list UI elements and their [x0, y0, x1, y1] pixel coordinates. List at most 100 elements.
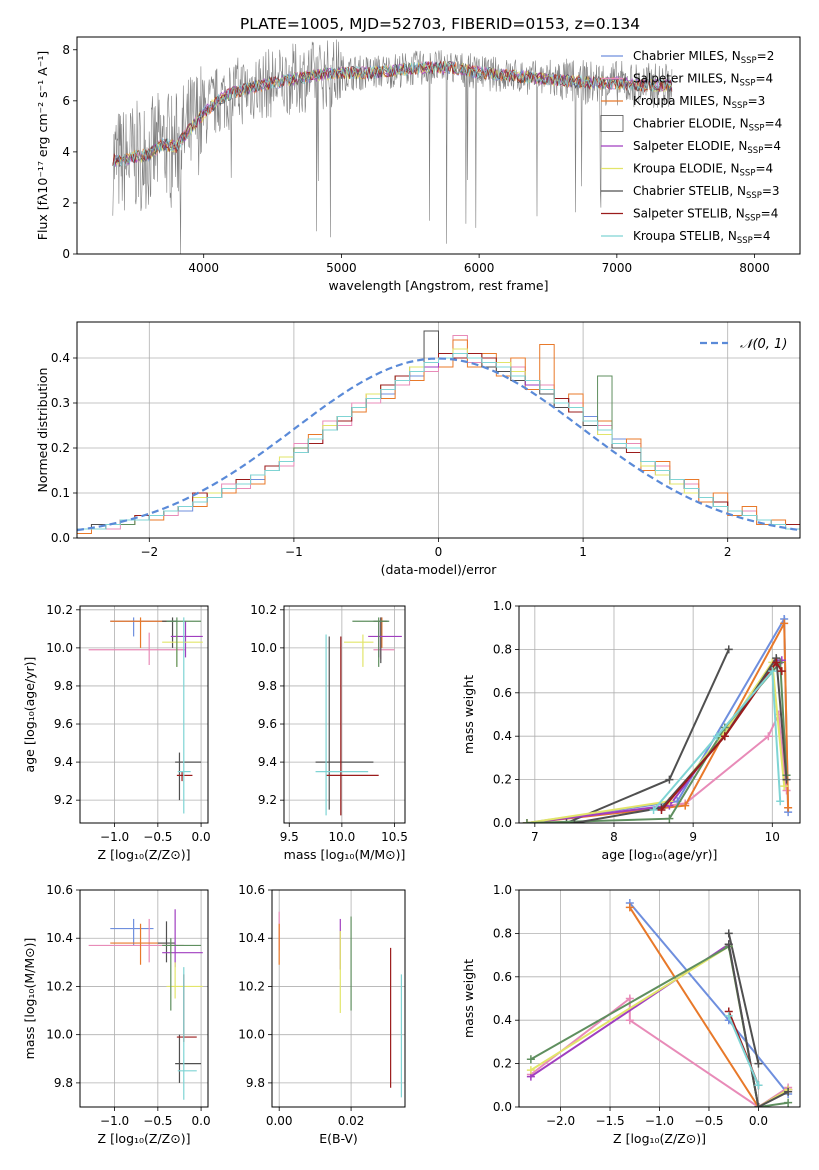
legend-label-suffix: =2: [757, 49, 775, 63]
weight-point: [784, 1098, 793, 1107]
y-tick-label: 9.8: [246, 1076, 265, 1090]
plot-area-mass-weight-vs-age: [519, 606, 800, 823]
chart-age-vs-mass: 9.5 10.0 10.5 9.2 9.4 9.6 9.8 10.0 10.2 mass [log…: [250, 603, 408, 862]
weight-line-8: [660, 660, 783, 811]
legend-label: Salpeter ELODIE, NSSP=4: [633, 139, 781, 156]
y-tick-label: 9.4: [54, 755, 73, 769]
legend-label-subscript: SSP: [740, 79, 756, 89]
y-axis-label: Flux [fλ10⁻¹⁷ erg cm⁻² s⁻¹ A⁻¹]: [35, 51, 50, 240]
x-axis-label: mass [log₁₀(M/M⊙)]: [284, 847, 406, 862]
y-tick-label: 0.0: [493, 1100, 512, 1114]
legend-label-suffix: =4: [765, 117, 783, 131]
x-axis-label: Z [log₁₀(Z/Z⊙)]: [613, 1131, 706, 1146]
y-tick-label: 10.0: [250, 641, 277, 655]
legend-label: Salpeter MILES, NSSP=4: [633, 72, 773, 89]
x-tick-label: 1: [579, 545, 587, 559]
x-tick-label: −1.0: [100, 830, 129, 844]
chart-mass-vs-EBV: 0.00 0.02 9.8 10.0 10.2 10.4 10.6 E(B-V): [238, 883, 406, 1146]
x-axis-label: wavelength [Angstrom, rest frame]: [328, 278, 548, 293]
axes-frame: [271, 889, 406, 1108]
legend-label-subscript: SSP: [732, 101, 748, 111]
legend-label: 𝒩(0, 1): [740, 337, 787, 352]
x-axis-label: E(B-V): [319, 1131, 358, 1146]
y-tick-label: 9.4: [258, 755, 277, 769]
legend-label-suffix: =4: [753, 229, 771, 243]
x-tick-label: −1.5: [595, 1114, 624, 1128]
legend-label-text: Chabrier MILES, N: [633, 49, 741, 63]
figure-title: PLATE=1005, MJD=52703, FIBERID=0153, z=0…: [240, 15, 640, 33]
weight-point: [782, 775, 791, 784]
weight-point: [526, 1066, 535, 1075]
legend: Chabrier MILES, N SSP =2 Salpeter MILES, NS…: [600, 49, 782, 246]
weight-point: [724, 929, 733, 938]
x-tick-label: 0.0: [192, 1114, 211, 1128]
y-tick-label: 0.4: [51, 351, 70, 365]
weight-point: [754, 1059, 763, 1068]
weight-point: [657, 805, 666, 814]
y-tick-label: 0.0: [493, 816, 512, 830]
y-tick-label: 0.2: [51, 441, 70, 455]
weight-point: [764, 732, 773, 741]
chart-residuals: 𝒩(0, 1) −2 −1 0 1 2 0.0 0.1 0.2 0.3 0.4 (data-model…: [35, 321, 801, 577]
axes-frame: [79, 889, 209, 1108]
weight-point: [724, 940, 733, 949]
y-tick-label: 10.6: [238, 883, 265, 897]
x-tick-label: 4000: [188, 261, 219, 275]
x-tick-label: 6000: [464, 261, 495, 275]
x-tick-label: 9.5: [280, 830, 299, 844]
x-tick-label: 0: [435, 545, 443, 559]
legend: 𝒩(0, 1): [700, 337, 787, 352]
x-axis-label: Z [log₁₀(Z/Z⊙)]: [98, 1131, 191, 1146]
axes-frame: [518, 605, 801, 824]
weight-point: [665, 814, 674, 823]
legend-label-text: Kroupa ELODIE, N: [633, 162, 740, 176]
legend-label: Chabrier ELODIE, NSSP=4: [633, 117, 782, 134]
weight-point: [784, 803, 793, 812]
y-tick-label: 2: [62, 196, 70, 210]
x-tick-label: 2: [724, 545, 732, 559]
y-tick-label: 0.0: [51, 531, 70, 545]
y-tick-label: 10.4: [46, 931, 73, 945]
legend-label: Chabrier STELIB, NSSP=3: [633, 184, 780, 201]
chart-age-vs-Z: −1.0 −0.5 0.0 9.2 9.4 9.6 9.8 10.0 10.2 Z [log₁₀(…: [22, 603, 211, 862]
weight-point: [754, 1103, 763, 1107]
y-tick-label: 9.8: [54, 679, 73, 693]
legend-label-text: Salpeter STELIB, N: [633, 207, 745, 221]
legend-label-suffix: =4: [755, 72, 773, 86]
y-tick-label: 10.2: [250, 603, 277, 617]
x-axis-label: Z [log₁₀(Z/Z⊙)]: [98, 847, 191, 862]
model-line-7: [112, 60, 673, 166]
legend-label-text: Chabrier ELODIE, N: [633, 117, 749, 131]
x-tick-label: −2: [140, 545, 158, 559]
y-tick-label: 10.2: [238, 979, 265, 993]
y-tick-label: 10.0: [46, 641, 73, 655]
y-tick-label: 10.4: [238, 931, 265, 945]
weight-point: [777, 667, 786, 676]
chart-mass-vs-Z: −1.0 −0.5 0.0 9.8 10.0 10.2 10.4 10.6 Z [log₁₀(Z…: [22, 883, 211, 1146]
weight-point: [649, 805, 658, 814]
y-axis-label: mass [log₁₀(M/M⊙)]: [22, 938, 37, 1060]
weight-point: [776, 797, 785, 806]
chart-mass-weight-vs-age: 7 8 9 10 0.0 0.2 0.4 0.6 0.8 1.0 age [log₁₀(age/yr…: [461, 599, 801, 862]
x-tick-label: 9: [689, 830, 697, 844]
panels: Chabrier MILES, N SSP =2 Salpeter MILES, NS…: [22, 36, 801, 1146]
y-tick-label: 9.8: [258, 679, 277, 693]
legend-label-subscript: SSP: [740, 169, 756, 179]
y-tick-label: 9.2: [258, 793, 277, 807]
legend-label-subscript: SSP: [749, 124, 765, 134]
x-tick-label: −1: [285, 545, 303, 559]
y-tick-label: 0.3: [51, 396, 70, 410]
plot-area-spectrum: [112, 39, 673, 254]
legend-label-suffix: =4: [761, 207, 779, 221]
y-tick-label: 9.6: [54, 717, 73, 731]
x-tick-label: −2.0: [546, 1114, 575, 1128]
legend-label-text: Salpeter ELODIE, N: [633, 139, 747, 153]
weight-line-3: [727, 933, 760, 1064]
y-tick-label: 0.4: [493, 1013, 512, 1027]
weight-point: [724, 1011, 733, 1020]
weight-point: [522, 819, 531, 823]
legend-label-text: Chabrier STELIB, N: [633, 184, 746, 198]
legend-label-suffix: =4: [755, 162, 773, 176]
y-tick-label: 1.0: [493, 599, 512, 613]
y-axis-label: mass weight: [461, 959, 476, 1038]
